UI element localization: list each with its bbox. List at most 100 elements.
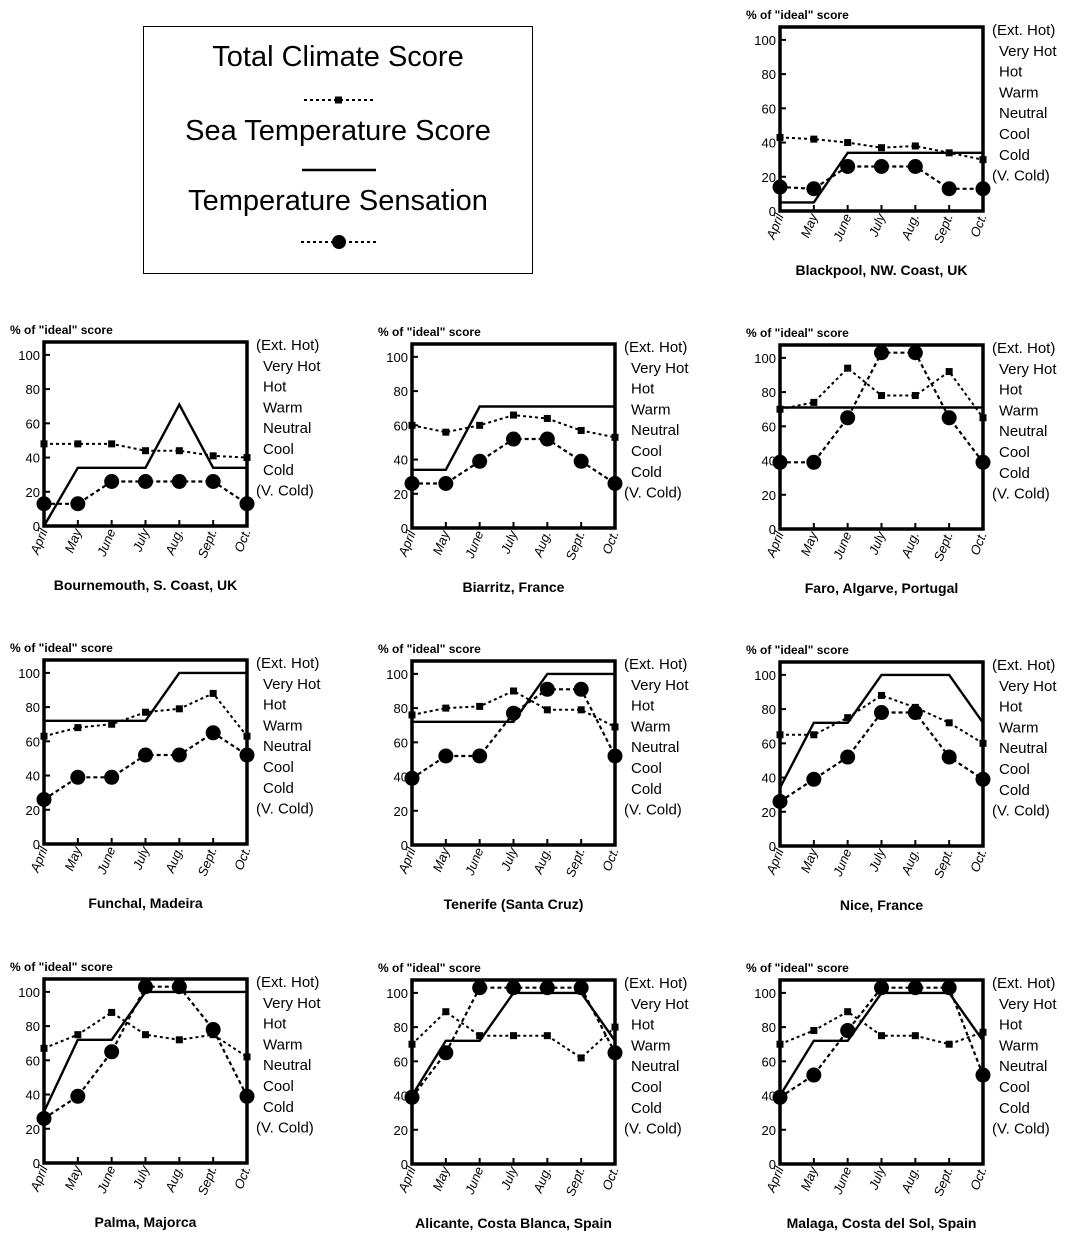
temperature-sensation-point — [171, 474, 187, 490]
total-climate-point — [74, 1031, 82, 1039]
y-tick-label: 80 — [762, 702, 776, 717]
total-climate-point — [442, 428, 450, 436]
x-tick-label: May — [62, 1162, 86, 1192]
total-climate-point — [510, 411, 517, 419]
y-tick-label: 80 — [26, 700, 40, 715]
x-tick-label: May — [430, 527, 454, 557]
y-tick-label: 20 — [762, 1123, 776, 1138]
temperature-sensation-point — [70, 496, 86, 512]
series-line-sea-temperature — [412, 405, 615, 472]
chart-panel-malaga: % of "ideal" score 0 20 40 60 80 100 April May Ju… — [746, 955, 1077, 1245]
sensation-scale-label: Very Hot — [263, 676, 321, 693]
y-tick-label: 40 — [394, 1089, 408, 1104]
temperature-sensation-point — [438, 1045, 454, 1061]
temperature-sensation-point — [104, 474, 120, 490]
legend-sea-temperature-symbol — [302, 168, 376, 172]
temperature-sensation-point — [438, 476, 454, 492]
chart-panel-blackpool: % of "ideal" score 0 20 40 60 80 100 April May Ju… — [746, 2, 1077, 292]
y-tick-label: 40 — [762, 136, 776, 151]
temperature-sensation-point — [205, 725, 221, 741]
sensation-scale-label: Cool — [999, 126, 1030, 143]
chart-panel-biarritz: % of "ideal" score 0 20 40 60 80 100 April May Ju… — [378, 319, 718, 609]
chart-panel-alicante: % of "ideal" score 0 20 40 60 80 100 April May Ju… — [378, 955, 718, 1245]
y-tick-label: 100 — [18, 985, 40, 1000]
legend-total-climate-label: Total Climate Score — [212, 41, 464, 73]
total-climate-point — [142, 1031, 149, 1039]
sensation-scale-label: Cold — [999, 782, 1030, 799]
y-tick-label: 20 — [26, 1122, 40, 1137]
chart-title: Malaga, Costa del Sol, Spain — [787, 1215, 977, 1231]
series-line-temperature-sensation — [411, 986, 616, 1098]
total-climate-point — [810, 1027, 818, 1035]
y-tick-label: 20 — [762, 170, 776, 185]
total-climate-point — [911, 142, 919, 150]
total-climate-point — [510, 687, 517, 695]
sensation-scale-label: (Ext. Hot) — [624, 339, 687, 356]
plot-frame — [778, 343, 985, 531]
x-tick-label: June — [94, 845, 119, 878]
y-tick-label: 40 — [26, 451, 40, 466]
x-tick-label: April — [763, 210, 787, 242]
y-tick-label: 20 — [394, 1123, 408, 1138]
y-tick-label: 0 — [401, 521, 408, 536]
chart-title: Biarritz, France — [463, 579, 565, 595]
sensation-scale-label: (Ext. Hot) — [256, 655, 319, 672]
sensation-scale-label: Cold — [263, 1099, 294, 1116]
x-tick-label: June — [830, 1165, 855, 1198]
temperature-sensation-point — [573, 980, 589, 996]
y-tick-label: 0 — [33, 837, 40, 852]
chart-panel-funchal: % of "ideal" score 0 20 40 60 80 100 April May Ju… — [10, 635, 350, 925]
temperature-sensation-point — [907, 705, 923, 721]
temperature-sensation-point — [138, 474, 153, 490]
y-tick-label: 80 — [762, 1020, 776, 1035]
total-climate-point — [911, 1032, 919, 1040]
sensation-scale-label: Cold — [631, 464, 662, 481]
total-climate-point — [844, 1008, 852, 1016]
x-tick-label: Oct. — [231, 1164, 254, 1192]
x-tick-label: June — [94, 1164, 119, 1197]
temperature-sensation-point — [806, 1067, 822, 1083]
x-tick-label: July — [865, 210, 889, 239]
x-tick-label: Sept. — [563, 529, 588, 563]
sensation-scale-label: Very Hot — [631, 996, 689, 1013]
total-climate-point — [142, 447, 149, 455]
temperature-sensation-point — [138, 747, 153, 763]
temperature-sensation-point — [70, 1088, 86, 1104]
chart-title: Tenerife (Santa Cruz) — [444, 896, 584, 912]
total-climate-point — [844, 139, 852, 147]
total-climate-point — [175, 705, 183, 713]
sensation-scale-label: Warm — [631, 718, 670, 735]
x-tick-label: Sept. — [931, 847, 956, 881]
y-tick-label: 20 — [394, 487, 408, 502]
x-tick-label: April — [395, 844, 419, 876]
sensation-scale-label: Cool — [263, 759, 294, 776]
sensation-scale-label: Very Hot — [263, 995, 321, 1012]
y-tick-label: 60 — [762, 1054, 776, 1069]
legend-sea-temperature-label: Sea Temperature Score — [185, 115, 491, 147]
total-climate-point — [810, 731, 818, 739]
sensation-scale-label: Hot — [999, 1017, 1023, 1034]
total-climate-point — [108, 1008, 116, 1016]
sensation-scale-label: Hot — [631, 381, 655, 398]
y-tick-label: 100 — [386, 667, 408, 682]
sensation-scale-label: Warm — [631, 1037, 670, 1054]
temperature-sensation-point — [205, 474, 221, 490]
temperature-sensation-point — [138, 979, 153, 995]
x-tick-label: May — [798, 210, 822, 240]
sensation-scale-label: Warm — [631, 401, 670, 418]
y-tick-label: 100 — [18, 666, 40, 681]
sensation-scale-label: Warm — [263, 717, 302, 734]
y-tick-label: 40 — [762, 1089, 776, 1104]
sensation-scale-label: Cold — [263, 462, 294, 479]
y-tick-label: 100 — [18, 348, 40, 363]
sensation-scale-label: Neutral — [631, 422, 679, 439]
chart-legend: Total Climate Score Sea Temperature Scor… — [143, 26, 533, 274]
x-tick-label: June — [830, 530, 855, 563]
sensation-scale-label: Very Hot — [999, 678, 1057, 695]
x-tick-label: May — [798, 1163, 822, 1193]
y-tick-label: 20 — [762, 805, 776, 820]
total-climate-point — [142, 708, 149, 716]
y-axis-title: % of "ideal" score — [10, 323, 113, 337]
x-tick-label: May — [430, 844, 454, 874]
x-tick-label: Aug. — [898, 212, 922, 243]
